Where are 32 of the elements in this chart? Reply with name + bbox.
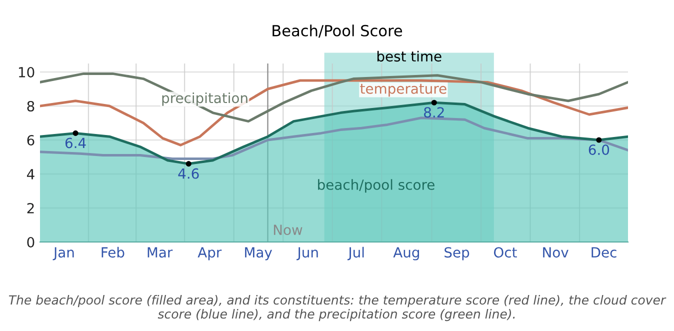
annotation: 4.6 (178, 168, 199, 179)
chart-title: Beach/Pool Score (272, 24, 402, 38)
x-tick-label: Jul (348, 246, 364, 260)
y-tick-label: 0 (27, 236, 34, 248)
x-tick-label: Nov (543, 247, 568, 258)
x-tick-label: Feb (102, 246, 124, 258)
text: The beach/pool score (filled area), and its constituents: the temperature score (red line), the cloud cover score (blue line), and the precipitation score (green line). (8, 294, 666, 322)
series-label: beach/pool score (318, 179, 434, 193)
ref-line-label: Now (274, 224, 302, 236)
y-tick-label: 4 (26, 169, 34, 180)
x-tick-label: Apr (198, 247, 222, 260)
series-label: precipitation (162, 92, 248, 106)
x-tick-label: Mar (148, 247, 173, 258)
series-label: temperature (360, 84, 446, 97)
x-tick-label: Oct (494, 247, 517, 258)
line-series (40, 79, 628, 146)
x-tick-label: Aug (393, 247, 419, 260)
x-tick-label: Sep (444, 247, 470, 260)
annotation: 6.0 (588, 144, 610, 155)
x-tick-label: May (245, 247, 272, 260)
line-series (40, 72, 628, 123)
y-tick-label: 2 (27, 202, 34, 214)
x-tick-label: Jan (52, 247, 74, 260)
line-series (40, 116, 628, 160)
annotation: 6.4 (65, 138, 86, 148)
x-tick-label: Dec (592, 247, 616, 258)
annotation: 8.2 (424, 107, 444, 118)
y-tick-label: 8 (27, 100, 34, 112)
x-tick-label: Jun (296, 247, 318, 260)
y-tick-label: 10 (18, 66, 34, 78)
y-tick-label: 6 (27, 134, 34, 146)
band-label: best time (377, 50, 442, 62)
